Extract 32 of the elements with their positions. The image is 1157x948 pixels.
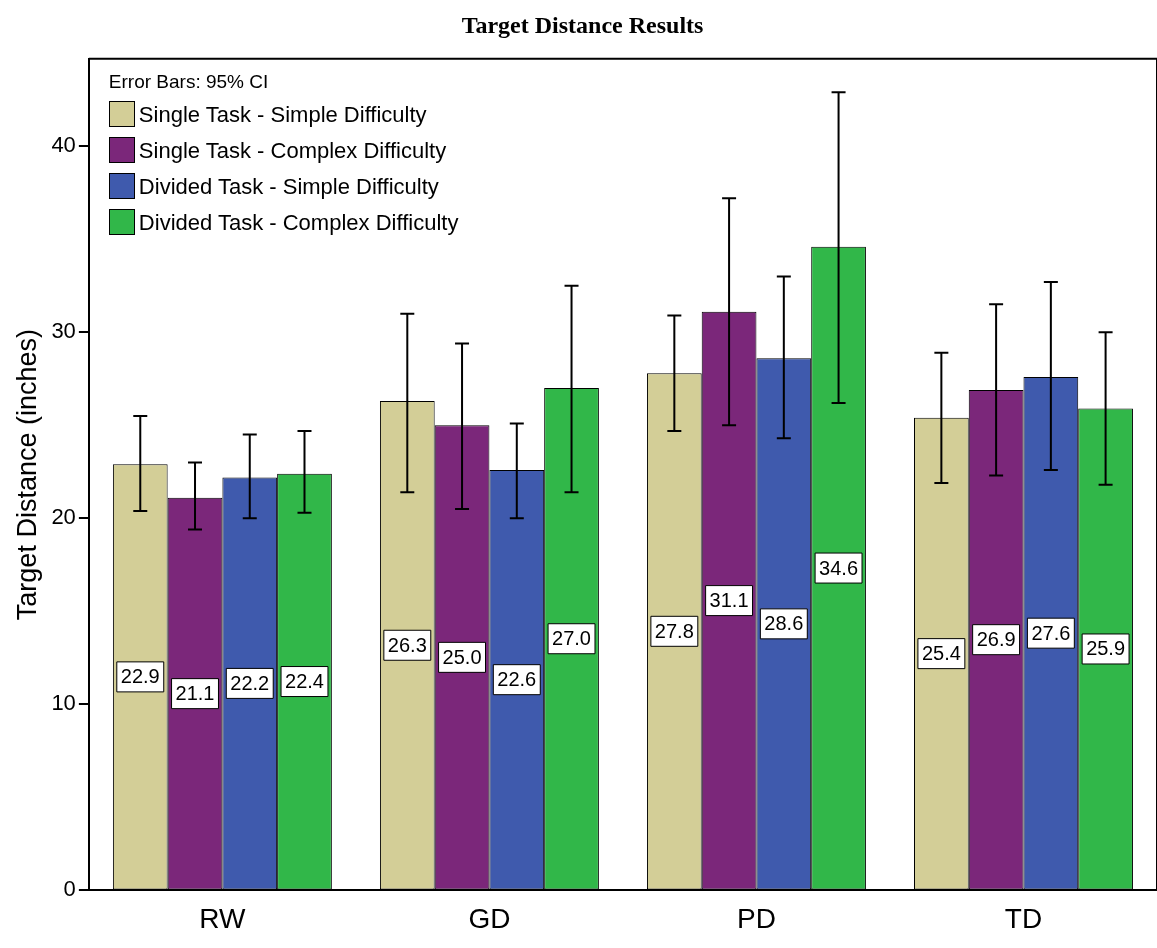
- data-label: 27.6: [1031, 621, 1071, 644]
- data-label: 26.3: [387, 633, 427, 656]
- data-label: 25.0: [442, 645, 482, 668]
- legend-label: Divided Task - Simple Difficulty: [137, 172, 440, 201]
- data-label: 22.6: [497, 668, 537, 691]
- x-tick-label: TD: [1004, 902, 1043, 934]
- legend-label: Divided Task - Complex Difficulty: [137, 208, 459, 237]
- data-label: 22.2: [230, 671, 270, 694]
- data-label: 26.9: [976, 628, 1016, 651]
- data-label: 22.9: [120, 665, 160, 688]
- y-tick-label: 40: [51, 132, 76, 158]
- data-label: 34.6: [819, 556, 859, 579]
- data-label: 25.9: [1086, 637, 1126, 660]
- data-label: 31.1: [709, 589, 749, 612]
- x-tick-label: PD: [737, 902, 776, 934]
- x-tick-label: GD: [468, 902, 511, 934]
- y-tick-label: 10: [51, 690, 76, 716]
- legend-title: Error Bars: 95% CI: [108, 69, 270, 94]
- data-label: 27.8: [654, 619, 694, 642]
- legend-label: Single Task - Simple Difficulty: [137, 100, 428, 129]
- chart-title: Target Distance Results: [461, 11, 704, 38]
- legend-label: Single Task - Complex Difficulty: [137, 136, 448, 165]
- data-label: 27.0: [552, 627, 591, 650]
- data-label: 22.4: [285, 670, 324, 693]
- data-label: 25.4: [921, 642, 961, 665]
- y-axis-title: Target Distance (inches): [11, 329, 42, 621]
- data-label: 21.1: [175, 682, 215, 705]
- x-tick-label: RW: [199, 902, 247, 934]
- data-label: 28.6: [764, 612, 804, 635]
- y-tick-label: 0: [63, 876, 76, 902]
- y-tick-label: 20: [51, 504, 76, 530]
- y-tick-label: 30: [51, 318, 76, 344]
